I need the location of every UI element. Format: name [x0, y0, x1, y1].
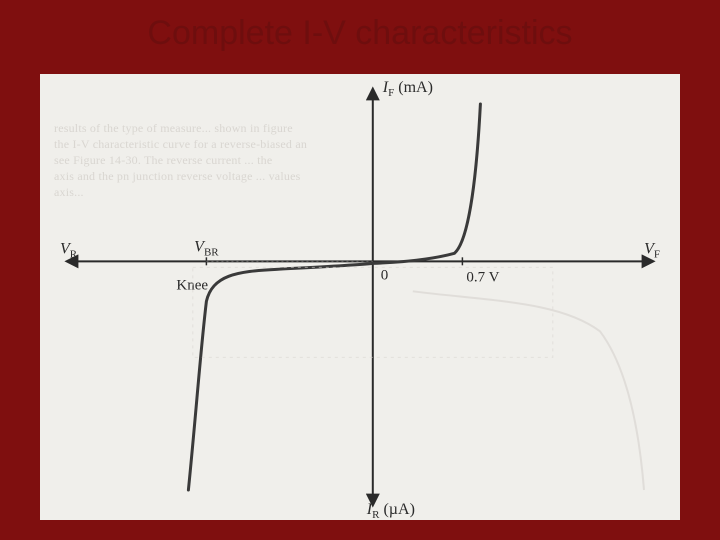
svg-text:results of the type of measure: results of the type of measure... shown … — [54, 121, 293, 135]
svg-text:the I-V characteristic curve f: the I-V characteristic curve for a rever… — [54, 137, 307, 151]
iv-figure-panel: results of the type of measure... shown … — [40, 74, 680, 520]
slide-title: Complete I-V characteristics — [0, 14, 720, 53]
svg-text:axis...: axis... — [54, 185, 84, 199]
slide-root: Complete I-V characteristics results of … — [0, 0, 720, 540]
iv-curve-diagram: results of the type of measure... shown … — [40, 74, 680, 520]
svg-text:axis and the pn junction rever: axis and the pn junction reverse voltage… — [54, 169, 301, 183]
svg-text:0: 0 — [381, 267, 389, 283]
svg-text:see Figure 14-30. The reverse: see Figure 14-30. The reverse current ..… — [54, 153, 272, 167]
svg-text:0.7 V: 0.7 V — [466, 269, 499, 285]
